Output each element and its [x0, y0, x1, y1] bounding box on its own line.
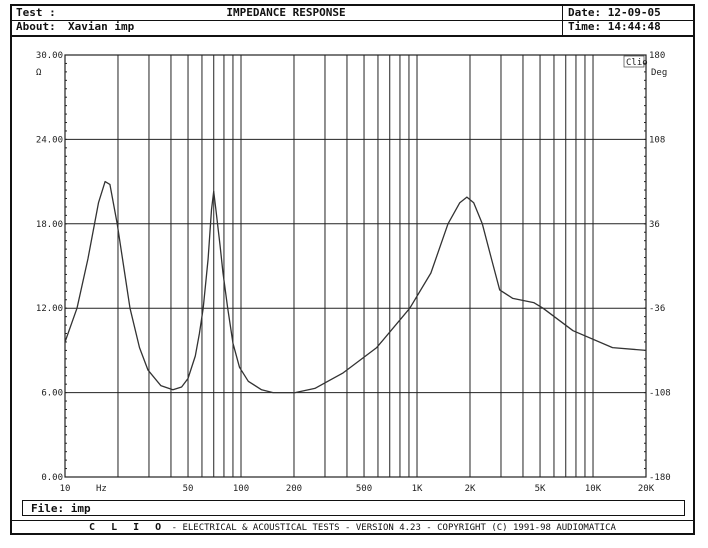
x-tick-label: 10K	[585, 484, 602, 494]
y2-tick-label: -180	[649, 473, 671, 483]
x-tick-label: 100	[233, 484, 249, 494]
y2-tick-label: -108	[649, 389, 671, 399]
file-value: imp	[70, 502, 91, 515]
footer: C L I O - ELECTRICAL & ACOUSTICAL TESTS …	[12, 520, 693, 535]
y2-tick-label: 108	[649, 135, 665, 145]
clio-logo-box	[623, 55, 645, 68]
header-row-2: About: Xavian imp Time: 14:44:48	[12, 20, 693, 37]
footer-brand: C L I O	[89, 522, 167, 533]
x-tick-label: 50	[183, 484, 194, 494]
y-axis-label: Ω	[36, 68, 42, 78]
y2-tick-label: -36	[649, 304, 665, 314]
file-label: File:	[31, 502, 65, 515]
x-axis-label: Hz	[96, 484, 107, 494]
file-box: File: imp	[22, 500, 685, 516]
about-label: About:	[16, 20, 56, 33]
x-tick-label: 2K	[465, 484, 476, 494]
footer-text: - ELECTRICAL & ACOUSTICAL TESTS - VERSIO…	[171, 523, 616, 533]
clio-window: Test : IMPEDANCE RESPONSE Date: 12-09-05…	[10, 4, 695, 535]
x-tick-label: 500	[356, 484, 372, 494]
header-row-1: Test : IMPEDANCE RESPONSE Date: 12-09-05	[12, 6, 693, 21]
y-tick-label: 18.00	[36, 220, 63, 230]
x-tick-label: 200	[286, 484, 302, 494]
chart-title: IMPEDANCE RESPONSE	[226, 6, 346, 19]
date: Date: 12-09-05	[568, 6, 661, 19]
test-label: Test :	[16, 6, 56, 19]
y-tick-label: 6.00	[41, 389, 63, 399]
about-value: Xavian imp	[68, 20, 135, 33]
y2-tick-label: 180	[649, 51, 665, 61]
x-tick-label: 5K	[535, 484, 546, 494]
plot-area	[64, 54, 647, 478]
impedance-curve	[64, 180, 647, 394]
x-tick-label: 1K	[412, 484, 423, 494]
time: Time: 14:44:48	[568, 20, 661, 33]
y2-tick-label: 36	[649, 220, 660, 230]
y2-axis-label: Deg	[651, 68, 667, 78]
x-tick-label: 20K	[638, 484, 655, 494]
x-tick-label: 10	[60, 484, 71, 494]
y-tick-label: 0.00	[41, 473, 63, 483]
y-tick-label: 30.00	[36, 51, 63, 61]
y-tick-label: 24.00	[36, 135, 63, 145]
clio-logo: Clio	[626, 58, 648, 68]
y-tick-label: 12.00	[36, 304, 63, 314]
header-divider	[562, 6, 563, 35]
